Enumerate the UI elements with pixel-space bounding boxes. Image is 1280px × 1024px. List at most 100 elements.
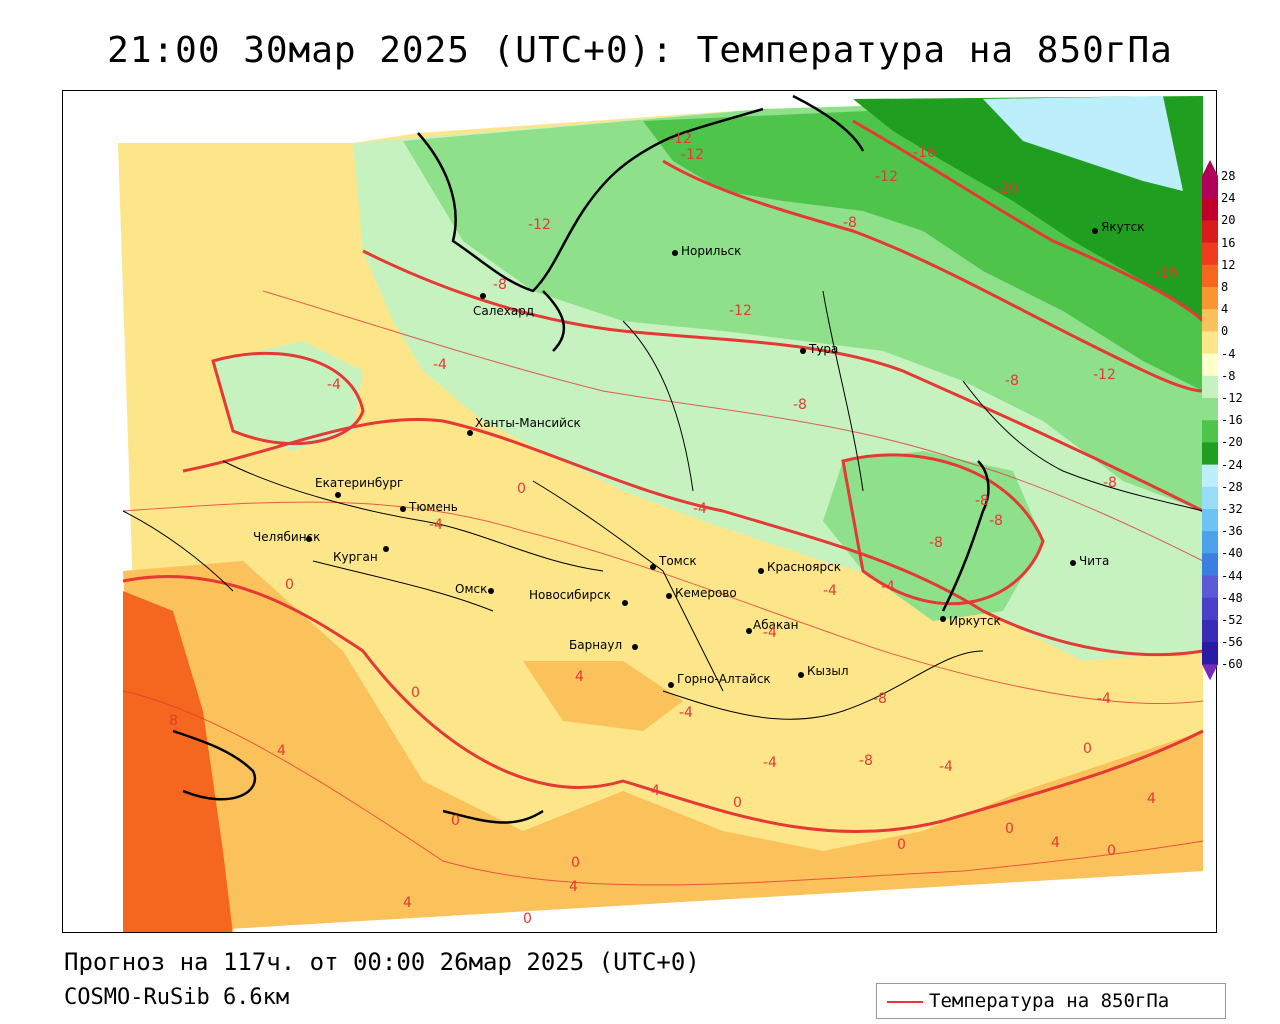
isotherm-label: -4: [939, 759, 953, 775]
isotherm-label: -8: [975, 493, 989, 509]
color-scale-segment: [1202, 464, 1218, 488]
isotherm-label: 4: [277, 743, 286, 759]
isotherm-label: -12: [729, 303, 752, 319]
city-dot-norilsk: [672, 250, 678, 256]
color-scale-label: 28: [1221, 169, 1236, 183]
city-dot-kemerovo: [666, 593, 672, 599]
temperature-map: Салехард Норильск Тура Якутск Ханты-Манс…: [118, 94, 1205, 932]
isotherm-label: -12: [875, 169, 898, 185]
isotherm-label: 0: [517, 481, 526, 497]
isotherm-label: -8: [859, 753, 873, 769]
isotherm-label: -4: [327, 377, 341, 393]
isotherm-label: 4: [569, 879, 578, 895]
warm-zone-plus4: [123, 561, 1203, 932]
color-scale-label: -48: [1221, 590, 1243, 605]
isotherm-label: 4: [1147, 791, 1156, 807]
color-scale-label: 8: [1221, 280, 1229, 294]
color-scale-top-arrow: [1202, 160, 1218, 176]
color-scale-label: -60: [1221, 657, 1243, 672]
color-scale-label: 24: [1221, 191, 1236, 206]
isotherm-label: 4: [575, 669, 584, 685]
city-dot-tyumen: [400, 506, 406, 512]
color-scale-segment: [1202, 264, 1218, 288]
city-dot-yekaterinburg: [335, 492, 341, 498]
city-label-krasnoyarsk: Красноярск: [767, 560, 841, 574]
city-dot-kyzyl: [798, 672, 804, 678]
isotherm-label: -8: [1005, 373, 1019, 389]
isotherm-label: 0: [897, 837, 906, 853]
city-label-abakan: Абакан: [753, 618, 798, 632]
city-dot-krasnoyarsk: [758, 568, 764, 574]
city-label-kyzyl: Кызыл: [807, 664, 849, 678]
map-frame: Салехард Норильск Тура Якутск Ханты-Манс…: [62, 90, 1217, 933]
isotherm-label: 0: [285, 577, 294, 593]
isotherm-label: 0: [733, 795, 742, 811]
isotherm-label: -8: [1103, 475, 1117, 491]
color-scale-label: 20: [1221, 213, 1236, 228]
city-dot-tura: [800, 348, 806, 354]
legend-label: Температура на 850гПа: [929, 990, 1170, 1012]
isotherm-label: 4: [1051, 835, 1060, 851]
cities: Салехард Норильск Тура Якутск Ханты-Манс…: [253, 220, 1145, 688]
city-dot-barnaul: [632, 644, 638, 650]
city-label-tomsk: Томск: [658, 554, 697, 568]
city-label-chita: Чита: [1079, 554, 1109, 568]
color-scale-segment: [1202, 242, 1218, 266]
isotherm-label: -4: [823, 583, 837, 599]
city-dot-omsk: [488, 588, 494, 594]
isotherm-label: -12: [528, 217, 551, 233]
isotherm-label: 0: [523, 911, 532, 927]
color-scale-segment: [1202, 331, 1218, 355]
color-scale-label: -52: [1221, 613, 1243, 627]
isotherm-label: -8: [989, 513, 1003, 529]
color-scale-label: -36: [1221, 524, 1243, 539]
isotherm-label: 0: [411, 685, 420, 701]
city-dot-novosibirsk: [622, 600, 628, 606]
isotherm-label: -12: [669, 131, 692, 147]
color-scale-segment: [1202, 176, 1218, 199]
color-scale-segment: [1202, 597, 1218, 621]
isotherm-label: -4: [679, 705, 693, 721]
isotherm-label: 0: [1107, 843, 1116, 859]
city-dot-tomsk: [650, 564, 656, 570]
color-scale-label: -20: [1221, 435, 1243, 450]
color-scale-segment: [1202, 442, 1218, 466]
isotherm-label: 0: [1083, 741, 1092, 757]
city-label-salekhard: Салехард: [473, 304, 534, 318]
coastline: [172, 94, 990, 824]
legend: Температура на 850гПа: [876, 983, 1226, 1019]
city-label-yakutsk: Якутск: [1101, 220, 1145, 234]
color-scale-label: 4: [1221, 302, 1229, 317]
color-scale-bottom-arrow: [1202, 664, 1218, 681]
isotherm-label: -8: [929, 535, 943, 551]
cold-patch-urals: [213, 341, 363, 451]
city-label-norilsk: Норильск: [681, 244, 741, 258]
color-scale-segment: [1202, 553, 1218, 577]
color-scale-segment: [1202, 575, 1218, 599]
isotherm-labels: -12 -12 -16 -12 -20 -12 -8 -8 -12 -16 -1…: [169, 131, 1178, 927]
isotherm-label: -8: [843, 215, 857, 231]
color-scale-segment: [1202, 220, 1218, 244]
isotherms: [122, 119, 1205, 834]
color-scale-label: 12: [1221, 257, 1236, 272]
city-label-khanty-mansiysk: Ханты-Мансийск: [475, 416, 581, 430]
color-scale-label: -4: [1221, 346, 1236, 361]
color-scale-label: -24: [1221, 457, 1243, 472]
color-scale-segment: [1202, 486, 1218, 510]
warm-zone-plus8: [123, 591, 233, 932]
city-dot-salekhard: [480, 293, 486, 299]
color-scale-label: -28: [1221, 479, 1243, 494]
legend-line-swatch: [887, 1001, 923, 1003]
warm-zone-plus4-center: [523, 661, 683, 731]
isotherm-label: 4: [403, 895, 412, 911]
isotherm-label: -4: [1097, 691, 1111, 707]
isotherm-label: -16: [1155, 265, 1178, 281]
isotherm-label: -4: [763, 625, 777, 641]
color-scale-segment: [1202, 309, 1218, 332]
isotherms-thin: [122, 290, 1204, 886]
isotherm-label: -4: [763, 755, 777, 771]
city-label-barnaul: Барнаул: [569, 638, 622, 652]
color-scale-label: 0: [1221, 324, 1229, 339]
color-scale-segment: [1202, 353, 1218, 377]
isotherm-label: 8: [169, 713, 178, 729]
